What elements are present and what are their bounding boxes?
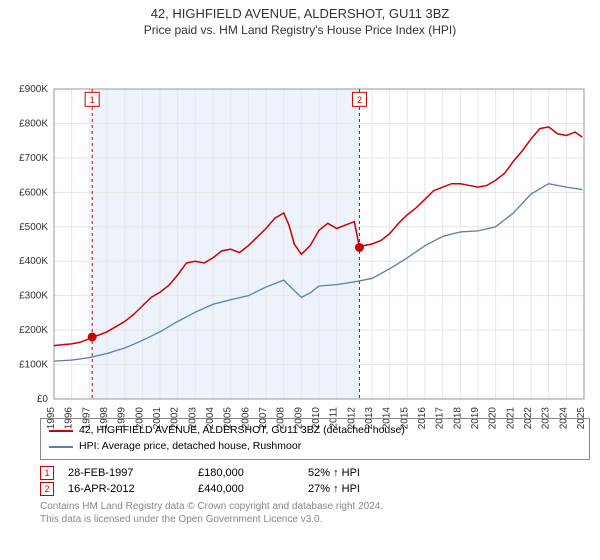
svg-text:£200K: £200K: [19, 325, 48, 336]
legend-label-1: 42, HIGHFIELD AVENUE, ALDERSHOT, GU11 3B…: [79, 423, 405, 439]
sale-marker-2: 2: [40, 482, 54, 496]
sale-row-1: 1 28-FEB-1997 £180,000 52% ↑ HPI: [40, 466, 590, 480]
svg-text:£600K: £600K: [19, 187, 48, 198]
footer-line-1: Contains HM Land Registry data © Crown c…: [40, 500, 590, 513]
svg-text:£900K: £900K: [19, 84, 48, 95]
legend-row-1: 42, HIGHFIELD AVENUE, ALDERSHOT, GU11 3B…: [49, 423, 581, 439]
svg-text:£300K: £300K: [19, 291, 48, 302]
sale-price-1: £180,000: [198, 467, 308, 479]
sale-price-2: £440,000: [198, 483, 308, 495]
legend-label-2: HPI: Average price, detached house, Rush…: [79, 439, 301, 455]
sale-marker-1: 1: [40, 466, 54, 480]
legend-swatch-2: [49, 446, 73, 448]
chart-subtitle: Price paid vs. HM Land Registry's House …: [0, 23, 600, 37]
svg-text:£0: £0: [37, 394, 49, 405]
title-block: 42, HIGHFIELD AVENUE, ALDERSHOT, GU11 3B…: [0, 0, 600, 39]
line-chart: £0 £100K £200K £300K £400K £500K £600K £700K £80…: [0, 39, 600, 449]
sale-date-1: 28-FEB-1997: [68, 467, 198, 479]
svg-text:£400K: £400K: [19, 256, 48, 267]
svg-text:£800K: £800K: [19, 118, 48, 129]
svg-text:£700K: £700K: [19, 153, 48, 164]
chart-container: 42, HIGHFIELD AVENUE, ALDERSHOT, GU11 3B…: [0, 0, 600, 560]
legend-and-sales: 42, HIGHFIELD AVENUE, ALDERSHOT, GU11 3B…: [40, 418, 590, 526]
sale-row-2: 2 16-APR-2012 £440,000 27% ↑ HPI: [40, 482, 590, 496]
sale-pct-2: 27% ↑ HPI: [308, 483, 428, 495]
svg-text:£500K: £500K: [19, 222, 48, 233]
svg-text:£100K: £100K: [19, 360, 48, 371]
legend-row-2: HPI: Average price, detached house, Rush…: [49, 439, 581, 455]
svg-text:1: 1: [90, 95, 95, 105]
sale-date-2: 16-APR-2012: [68, 483, 198, 495]
chart-title: 42, HIGHFIELD AVENUE, ALDERSHOT, GU11 3B…: [0, 6, 600, 21]
legend-swatch-1: [49, 430, 73, 432]
sale-pct-1: 52% ↑ HPI: [308, 467, 428, 479]
footer-note: Contains HM Land Registry data © Crown c…: [40, 500, 590, 526]
footer-line-2: This data is licensed under the Open Gov…: [40, 513, 590, 526]
legend: 42, HIGHFIELD AVENUE, ALDERSHOT, GU11 3B…: [40, 418, 590, 460]
sales-table: 1 28-FEB-1997 £180,000 52% ↑ HPI 2 16-AP…: [40, 466, 590, 496]
svg-text:2: 2: [357, 95, 362, 105]
